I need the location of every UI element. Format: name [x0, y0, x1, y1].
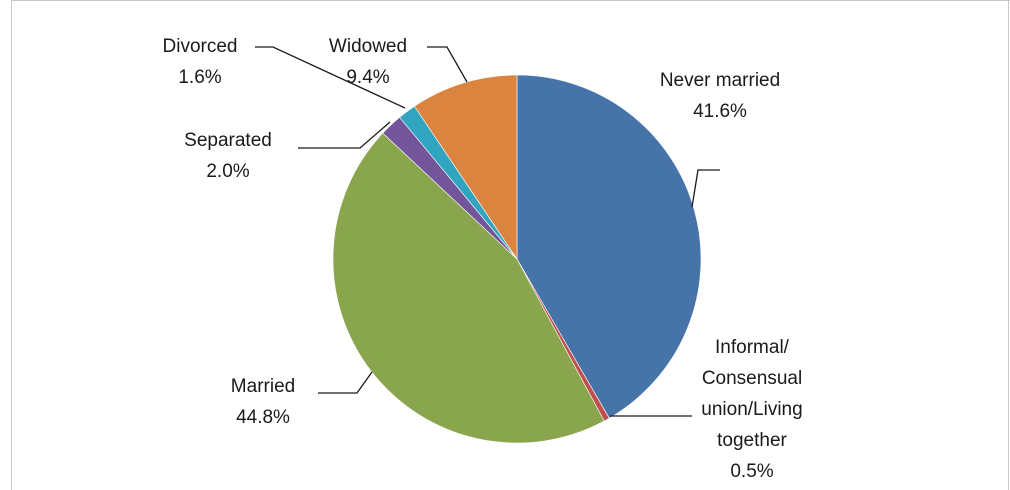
leader-line-widowed	[427, 46, 468, 83]
slice-label-married: Married 44.8%	[231, 376, 295, 428]
pie-slice-never-married	[516, 74, 702, 419]
leader-lines	[255, 46, 720, 417]
pie-slices	[332, 74, 702, 444]
slice-label-divorced: Divorced 1.6%	[163, 36, 238, 88]
pie-slice-married	[332, 132, 605, 444]
leader-line-never-married	[691, 169, 720, 208]
slice-label-separated: Separated 2.0%	[184, 130, 272, 182]
leader-line-separated	[298, 121, 391, 149]
slice-label-widowed: Widowed 9.4%	[329, 36, 407, 88]
slice-label-informal-consensual-union-living-together: Informal/Consensual union/Living together 0…	[701, 337, 802, 482]
slice-label-never-married: Never married 41.6%	[660, 70, 780, 122]
pie-slice-widowed	[414, 74, 518, 260]
leader-line-divorced	[255, 46, 406, 109]
leader-line-married	[318, 371, 373, 394]
slice-labels: Never married 41.6% Informal/Consensual uni…	[163, 36, 803, 482]
